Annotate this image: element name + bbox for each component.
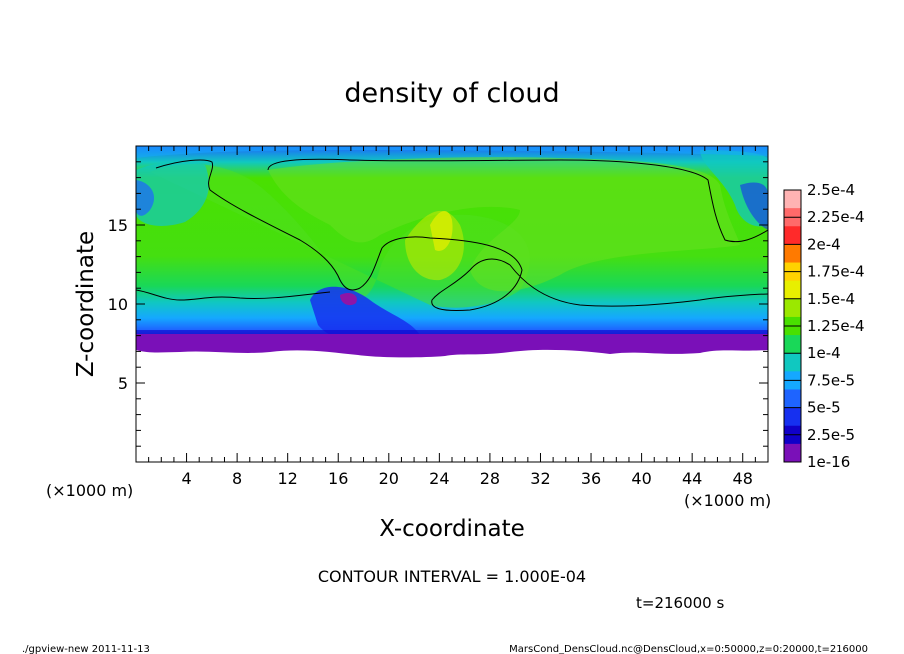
x-tick-label: 24 xyxy=(429,469,449,488)
colorbar-swatch xyxy=(784,226,801,245)
colorbar-label: 1.75e-4 xyxy=(807,263,865,281)
x-tick-label: 8 xyxy=(232,469,242,488)
colorbar-swatch xyxy=(784,280,801,300)
contour-interval-text: CONTOUR INTERVAL = 1.000E-04 xyxy=(318,567,586,586)
x-tick-label: 36 xyxy=(581,469,601,488)
colorbar-label: 1e-16 xyxy=(807,453,850,471)
footer-right: MarsCond_DensCloud.nc@DensCloud,x=0:5000… xyxy=(509,644,868,654)
y-tick-label: 10 xyxy=(108,295,128,314)
y-axis-label: Z-coordinate xyxy=(73,231,99,377)
x-tick-label: 32 xyxy=(530,469,550,488)
colorbar-label: 1.5e-4 xyxy=(807,290,855,308)
footer-left: ./gpview-new 2011-11-13 xyxy=(22,644,150,654)
colorbar-label: 2.25e-4 xyxy=(807,208,865,226)
x-tick-label: 48 xyxy=(733,469,753,488)
time-label: t=216000 s xyxy=(636,594,724,612)
density-field xyxy=(136,146,768,358)
colorbar-label: 7.5e-5 xyxy=(807,371,855,389)
chart-title: density of cloud xyxy=(344,78,559,109)
colorbar-swatch xyxy=(784,389,801,409)
x-axis-label: X-coordinate xyxy=(379,516,525,542)
colorbar-label: 2.5e-5 xyxy=(807,426,855,444)
colorbar-label: 5e-5 xyxy=(807,399,841,417)
colorbar-swatch xyxy=(784,443,801,463)
colorbar-swatch xyxy=(784,407,801,427)
x-tick-label: 4 xyxy=(181,469,191,488)
x-tick-label: 12 xyxy=(278,469,298,488)
x-tick-label: 40 xyxy=(631,469,651,488)
colorbar-label: 1e-4 xyxy=(807,344,841,362)
colorbar-label: 1.25e-4 xyxy=(807,317,865,335)
colorbar-swatch xyxy=(784,353,801,372)
x-tick-label: 28 xyxy=(480,469,500,488)
colorbar-swatch xyxy=(784,244,801,264)
colorbar-label: 2e-4 xyxy=(807,235,841,253)
colorbar-swatch xyxy=(784,335,801,354)
x-tick-label: 16 xyxy=(328,469,348,488)
x-tick-label: 20 xyxy=(379,469,399,488)
y-tick-label: 5 xyxy=(118,374,128,393)
y-tick-label: 15 xyxy=(108,216,128,235)
y-axis: 5 10 15 xyxy=(108,161,768,447)
colorbar-label: 2.5e-4 xyxy=(807,181,855,199)
colorbar-swatch xyxy=(784,298,801,318)
contour-1e-4 xyxy=(136,158,768,311)
colorbar: 2.5e-4 2.25e-4 2e-4 1.75e-4 1.5e-4 1.25e-4 1e-… xyxy=(783,181,865,471)
x-scale-note: (×1000 m) xyxy=(46,481,133,500)
x-scale-note-right: (×1000 m) xyxy=(684,491,771,510)
colorbar-swatch xyxy=(784,190,801,209)
x-axis: 4 8 12 16 20 24 28 32 36 40 44 48 xyxy=(148,146,756,488)
x-tick-label: 44 xyxy=(682,469,702,488)
